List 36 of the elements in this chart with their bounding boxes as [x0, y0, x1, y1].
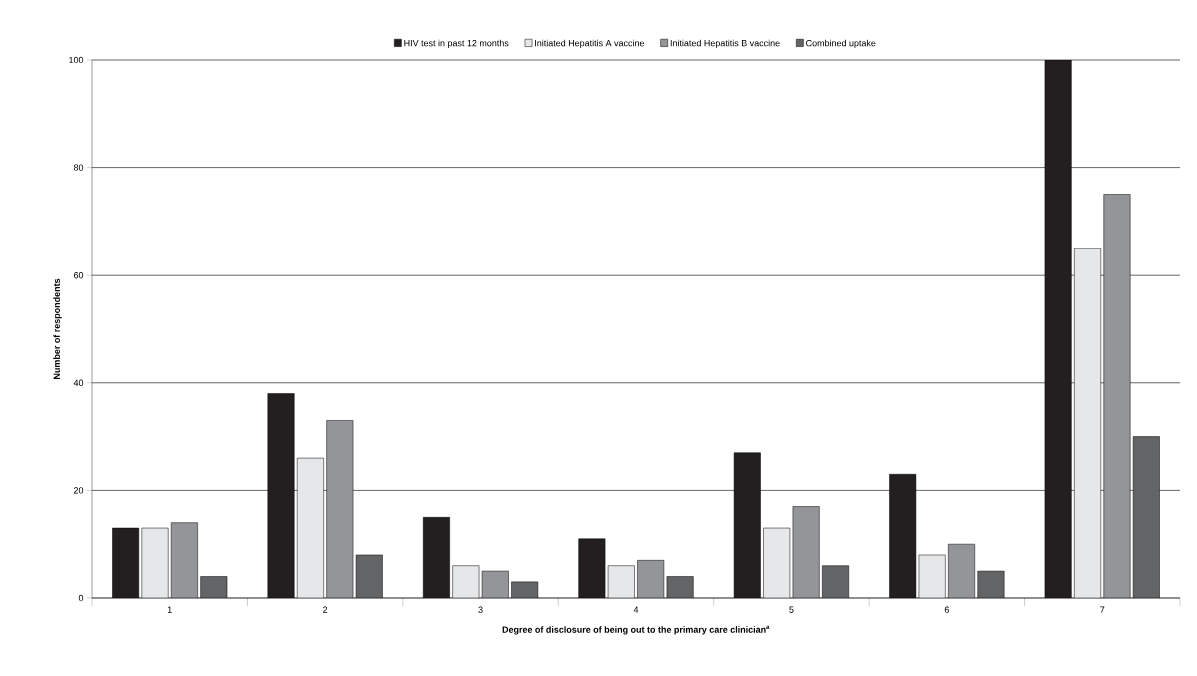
y-tick-label: 20 — [73, 487, 84, 494]
legend-label: Initiated Hepatitis B vaccine — [670, 39, 780, 49]
bar — [637, 560, 665, 598]
x-tick-label: 6 — [944, 606, 949, 613]
bar — [1132, 436, 1160, 598]
bar — [452, 565, 480, 598]
bar — [170, 522, 198, 598]
y-tick-label: 0 — [78, 594, 84, 602]
bar — [948, 543, 975, 598]
bar — [1103, 194, 1131, 598]
y-axis-title: Number of respondents — [53, 278, 62, 379]
bar — [822, 565, 849, 598]
y-tick-label: 100 — [69, 56, 84, 64]
y-tick-label: 40 — [73, 379, 84, 386]
bar — [763, 527, 791, 598]
x-tick-label: 5 — [789, 606, 794, 613]
x-tick-label: 2 — [323, 606, 328, 613]
y-tick-label: 60 — [73, 272, 84, 279]
bar — [355, 554, 383, 598]
bar — [296, 457, 324, 598]
y-tick-label: 80 — [73, 164, 84, 171]
bar — [326, 420, 354, 598]
bar — [792, 506, 820, 598]
x-tick-label: 7 — [1100, 606, 1105, 613]
x-tick-label: 4 — [633, 606, 639, 613]
legend-label: Initiated Hepatitis A vaccine — [535, 39, 645, 49]
x-tick-label: 3 — [478, 606, 483, 613]
legend-label: Combined uptake — [806, 39, 876, 49]
x-tick-label: 1 — [167, 606, 172, 613]
bar — [918, 554, 946, 598]
bar — [141, 527, 169, 598]
bar — [977, 570, 1005, 598]
x-axis-title: Degree of disclosure of being out to the primary care clinician$^{a}$ — [502, 625, 770, 635]
bar — [607, 565, 635, 598]
legend-label: HIV test in past 12 months — [404, 39, 509, 49]
bar — [1074, 248, 1102, 598]
